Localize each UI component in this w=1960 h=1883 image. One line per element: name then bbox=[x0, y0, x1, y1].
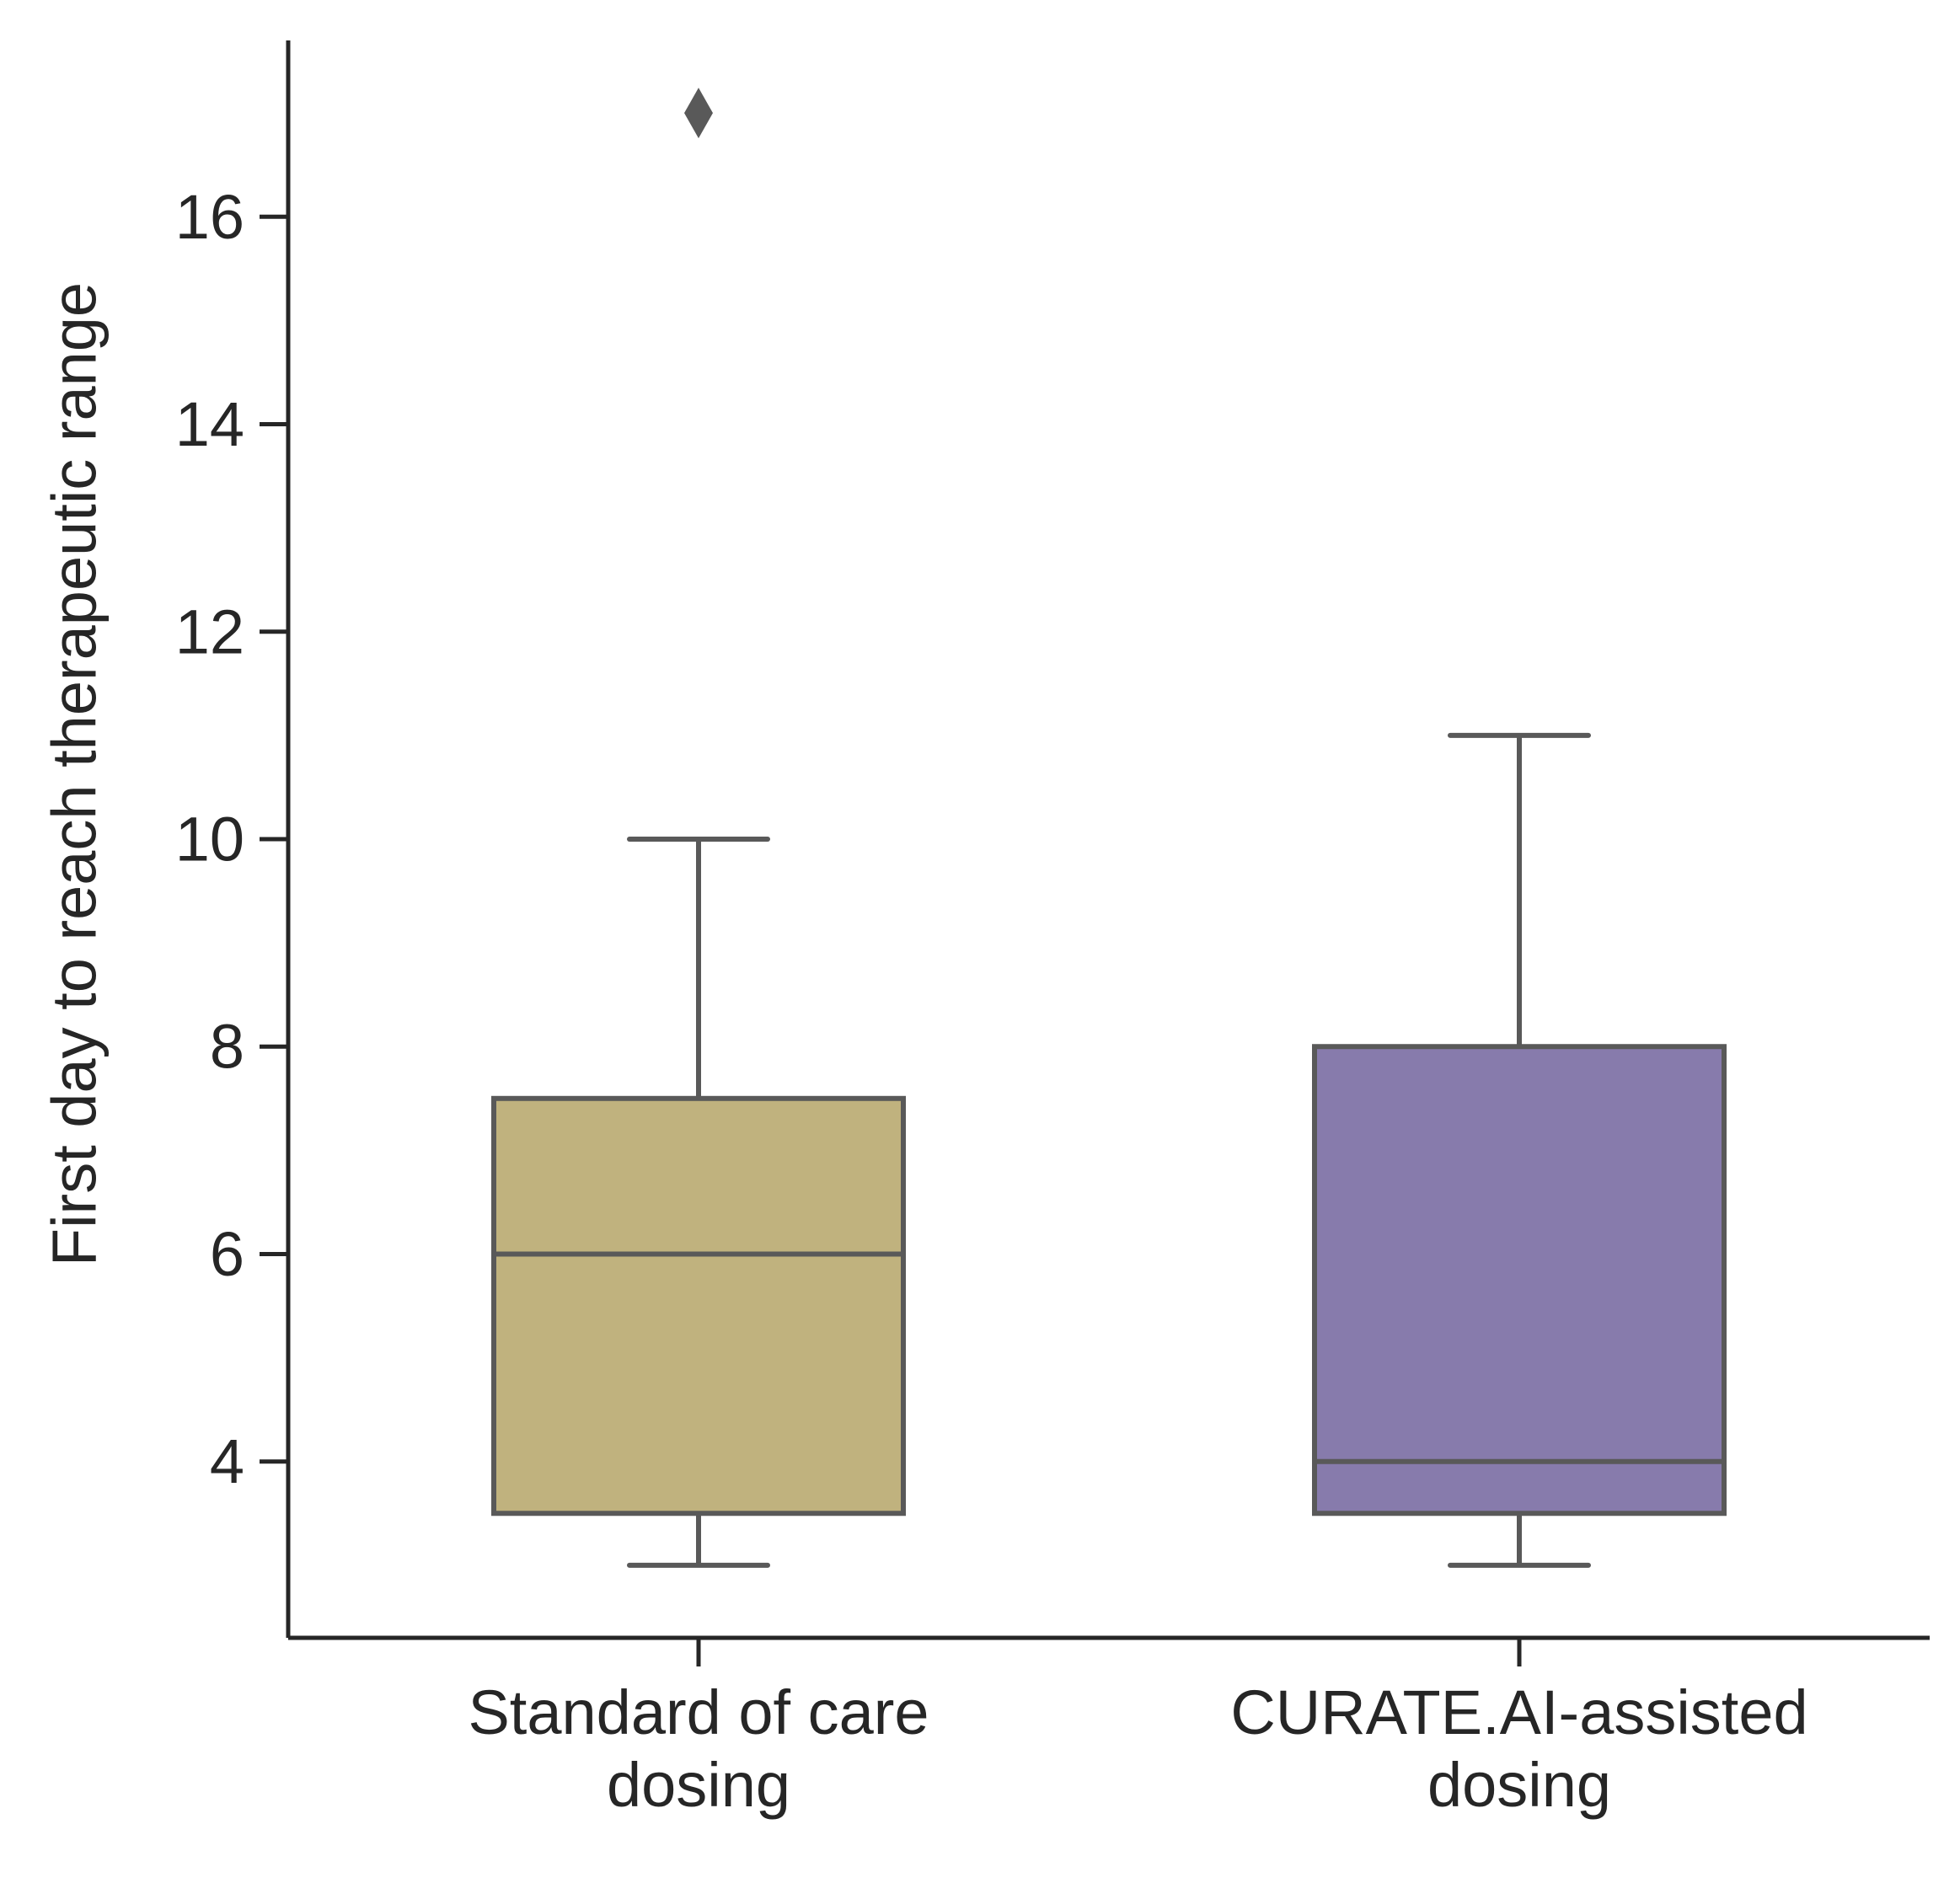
x-tick-label: Standard of care bbox=[468, 1677, 929, 1747]
y-tick-label: 6 bbox=[210, 1219, 244, 1289]
boxes-layer bbox=[491, 88, 1727, 1568]
iqr-box bbox=[1312, 1044, 1727, 1517]
y-tick-label: 12 bbox=[175, 596, 244, 666]
y-tick-label: 10 bbox=[175, 805, 244, 875]
x-tick-label: dosing bbox=[1427, 1750, 1611, 1820]
axes-layer bbox=[260, 40, 1930, 1666]
iqr-box bbox=[491, 1095, 906, 1517]
x-tick-label: CURATE.AI-assisted bbox=[1230, 1677, 1807, 1747]
y-axis-title: First day to reach therapeutic range bbox=[40, 282, 110, 1266]
y-tick-label: 8 bbox=[210, 1012, 244, 1082]
box-group-2 bbox=[1312, 732, 1727, 1568]
outlier-point bbox=[684, 88, 713, 139]
x-tick-label: dosing bbox=[607, 1750, 790, 1820]
box-group-1 bbox=[491, 88, 906, 1568]
y-tick-label: 4 bbox=[210, 1426, 244, 1496]
y-tick-label: 14 bbox=[175, 389, 244, 459]
y-tick-label: 16 bbox=[175, 182, 244, 252]
